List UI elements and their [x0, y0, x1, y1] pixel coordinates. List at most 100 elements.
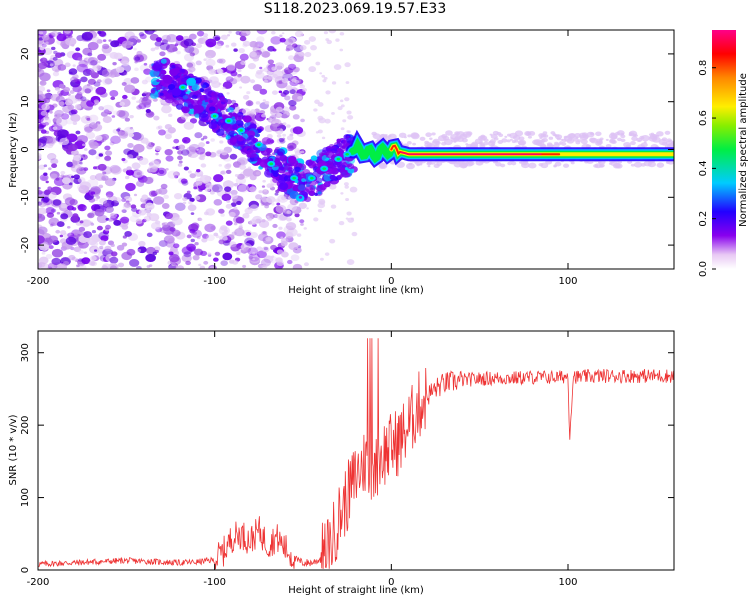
spectrogram-blob	[121, 82, 127, 86]
spectrogram-blob	[172, 217, 183, 226]
spectrogram-blob	[220, 119, 224, 123]
spectrogram-blob	[252, 56, 260, 62]
spectrogram-blob	[38, 118, 41, 123]
spectrogram-blob	[243, 247, 251, 253]
spectrogram-blob	[213, 198, 223, 206]
spectrogram-blob	[88, 260, 96, 266]
spectrogram-blob	[315, 61, 321, 66]
spectrogram-blob	[68, 254, 76, 261]
spectrogram-blob	[256, 246, 263, 251]
spectrogram-blob	[136, 172, 141, 176]
spectrogram-blob	[346, 110, 352, 115]
spectrogram-blob	[97, 88, 103, 93]
spectrogram-blob	[289, 105, 297, 111]
spectrogram-blob	[126, 166, 132, 171]
spectrogram-blob	[39, 31, 44, 35]
spectrogram-blob	[59, 137, 70, 146]
spectrogram-blob	[294, 213, 300, 218]
spectrogram-blob	[242, 94, 250, 100]
spectrogram-x-ticks: -200 -100 0 100	[27, 30, 578, 287]
figure-title: S118.2023.069.19.57.E33	[263, 1, 447, 17]
spectrogram-blob	[38, 85, 46, 92]
spectrogram-blob	[76, 134, 88, 144]
spectrogram-blob	[145, 109, 151, 114]
spectrogram-blob	[230, 189, 238, 196]
spectrogram-blob	[291, 78, 297, 83]
spectrogram-blob	[281, 137, 286, 141]
spectrogram-blob	[261, 197, 269, 203]
spectrogram-blob	[283, 162, 287, 167]
spectrogram-blob	[239, 164, 247, 170]
spectrogram-blob	[173, 243, 180, 249]
spectrogram-blob	[68, 182, 73, 186]
spectrogram-blob	[183, 38, 194, 47]
spectrogram-blob	[351, 231, 358, 237]
spectrogram-blob	[204, 223, 216, 233]
spectrogram-blob	[45, 180, 49, 184]
spectrogram-blob	[279, 139, 286, 144]
spectrogram-blob	[325, 38, 330, 42]
spectrogram-blob	[105, 150, 113, 156]
spectrogram-blob	[123, 72, 128, 76]
x-tick-label: 100	[558, 276, 577, 287]
spectrogram-blob	[222, 180, 235, 189]
spectrogram-blob	[38, 189, 42, 195]
spectrogram-blob	[87, 212, 95, 219]
spectrogram-blob	[74, 78, 82, 85]
spectrogram-blob	[155, 152, 159, 156]
spectrogram-blob	[266, 63, 276, 71]
spectrogram-blob	[86, 100, 95, 107]
spectrogram-blob	[77, 57, 83, 61]
spectrogram-blob	[45, 41, 49, 45]
spectrogram-blob	[259, 66, 263, 70]
spectrogram-blob	[147, 111, 154, 116]
spectrogram-blob	[268, 158, 274, 162]
spectrogram-blob	[236, 251, 241, 256]
spectrogram-blob	[236, 157, 248, 166]
spectrogram-blob	[200, 250, 208, 257]
spectrogram-blob	[320, 257, 324, 261]
spectrogram-blob	[58, 101, 65, 107]
spectrogram-blob	[134, 56, 141, 61]
spectrogram-blob	[136, 50, 143, 56]
spectrogram-blob	[292, 114, 300, 120]
spectrogram-blob	[532, 139, 540, 145]
spectrogram-blob	[221, 231, 228, 237]
spectrogram-blob	[142, 218, 147, 223]
spectrogram-blob	[261, 230, 268, 236]
spectrogram-blob	[91, 123, 103, 132]
spectrogram-blob	[249, 41, 258, 48]
spectrogram-blob	[178, 144, 186, 150]
spectrogram-blob	[56, 33, 67, 42]
spectrogram-blob	[252, 84, 262, 92]
spectrogram-blob	[122, 203, 131, 211]
spectrogram-blob	[263, 255, 274, 263]
spectrogram-blob	[153, 115, 160, 121]
spectrogram-blob	[136, 265, 142, 269]
spectrogram-blob	[453, 140, 457, 143]
spectrogram-blob	[249, 174, 257, 181]
spectrogram-blob	[199, 174, 211, 184]
spectrogram-blob	[127, 142, 134, 148]
spectrogram-blob	[173, 192, 183, 200]
spectrogram-blob	[188, 33, 197, 40]
spectrogram-blob	[299, 45, 307, 51]
spectrogram-blob	[237, 136, 244, 142]
spectrogram-blob	[245, 30, 251, 35]
spectrogram-blob	[73, 174, 80, 180]
spectrogram-blob	[589, 137, 598, 144]
spectrogram-blob	[200, 174, 203, 177]
spectrogram-blob	[48, 245, 54, 250]
ridge-hotspot-core	[269, 162, 274, 166]
ridge-hotspot-core	[336, 157, 341, 161]
spectrogram-blob	[233, 75, 243, 82]
spectrogram-blob	[225, 169, 232, 175]
spectrogram-blob	[73, 78, 79, 82]
spectrogram-blob	[300, 150, 305, 154]
spectrogram-blob	[222, 81, 233, 89]
spectrogram-blob	[343, 182, 349, 186]
spectrogram-blob	[190, 222, 200, 230]
spectrogram-blob	[222, 252, 233, 261]
spectrogram-blob	[287, 203, 298, 212]
